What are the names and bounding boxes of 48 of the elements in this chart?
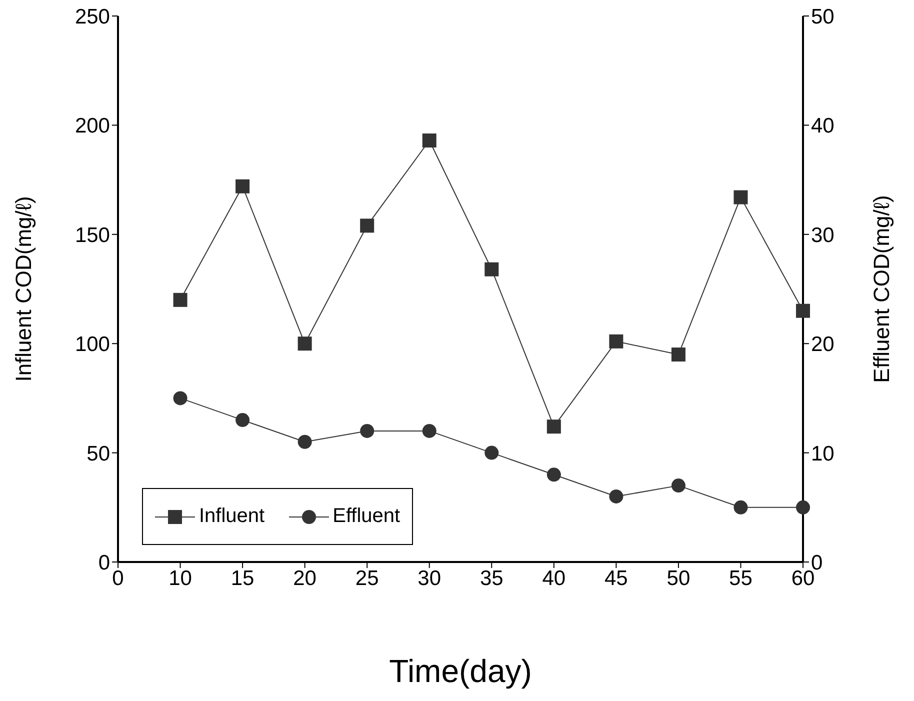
- point: [609, 489, 624, 504]
- legend-label: Influent: [198, 505, 265, 528]
- y-tick-label: 250: [74, 5, 110, 28]
- point: [609, 334, 624, 348]
- y2-tick-label: 10: [811, 442, 834, 466]
- point: [546, 420, 561, 434]
- x-tick-label: 35: [480, 566, 504, 590]
- x-tick-label: 25: [355, 566, 379, 590]
- point: [173, 292, 188, 307]
- y-axis-title: Influent COD(mg/ℓ): [10, 196, 36, 382]
- x-tick-label: 15: [230, 566, 254, 590]
- y2-tick-label: 30: [811, 224, 834, 247]
- point: [422, 133, 436, 148]
- point: [360, 424, 374, 438]
- point: [796, 500, 810, 514]
- point: [298, 434, 312, 449]
- y2-tick-label: 40: [811, 114, 834, 138]
- point: [422, 424, 436, 438]
- point: [671, 348, 686, 362]
- x-tick-label: 10: [168, 566, 192, 590]
- legend-label: Effluent: [332, 505, 400, 528]
- point: [796, 304, 810, 318]
- x-tick-label: 30: [418, 566, 442, 590]
- y-tick-label: 50: [86, 442, 110, 466]
- point: [236, 179, 250, 194]
- x-tick-label: 40: [542, 566, 566, 590]
- point: [236, 413, 250, 428]
- y2-axis-title: Effluent COD(mg/ℓ): [868, 195, 894, 383]
- x-tick-label: 45: [604, 566, 628, 590]
- x-tick-label: 55: [729, 566, 752, 590]
- point: [298, 336, 312, 351]
- y-tick-label: 200: [74, 114, 110, 138]
- point: [546, 468, 561, 482]
- point: [173, 391, 188, 406]
- point: [734, 500, 748, 514]
- point: [734, 190, 748, 204]
- y2-tick-label: 20: [811, 333, 834, 356]
- x-axis-title: Time(day): [389, 653, 532, 689]
- y-tick-label: 100: [74, 333, 110, 356]
- point: [484, 262, 499, 276]
- y-tick-label: 0: [98, 551, 110, 574]
- x-tick-label: 20: [293, 566, 316, 590]
- x-tick-label: 50: [666, 566, 690, 590]
- point: [360, 218, 374, 233]
- point: [484, 446, 499, 460]
- point: [671, 478, 686, 493]
- y-tick-label: 150: [74, 224, 110, 247]
- y2-tick-label: 50: [811, 5, 834, 28]
